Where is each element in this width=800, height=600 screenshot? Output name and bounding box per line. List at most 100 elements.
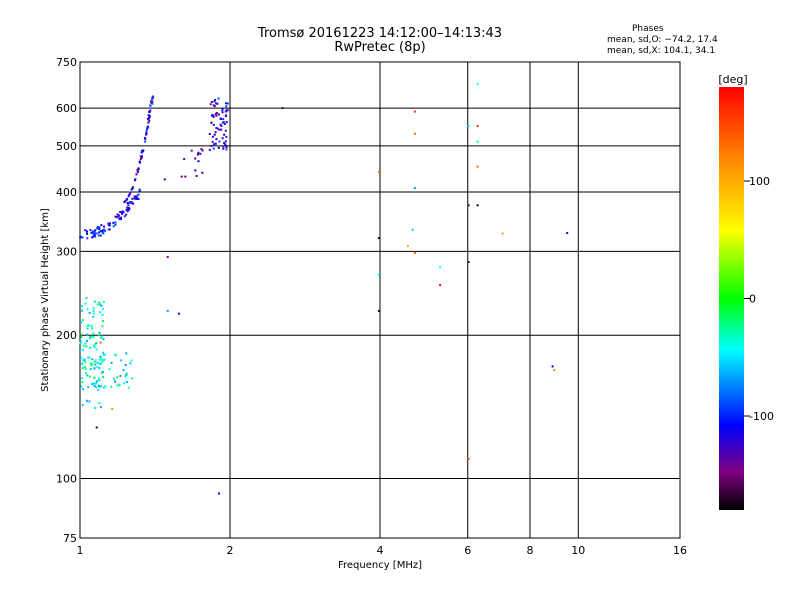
data-point <box>98 332 101 334</box>
data-point <box>213 133 216 136</box>
data-point <box>224 140 227 143</box>
data-point <box>131 188 134 191</box>
data-point <box>222 121 224 124</box>
data-point <box>130 359 133 362</box>
data-point <box>87 386 90 389</box>
data-point <box>117 214 120 217</box>
phase-stats-x-mode: mean, sd,X: 104.1, 34.1 <box>607 46 716 56</box>
data-point <box>221 109 224 112</box>
data-point <box>145 131 148 134</box>
data-point <box>200 148 203 151</box>
data-point <box>100 357 103 360</box>
data-point <box>79 342 82 344</box>
data-point <box>99 311 102 314</box>
data-point <box>98 228 101 231</box>
y-axis-ticks: 75 100 200 300 400 500 600 750 <box>56 56 77 545</box>
data-point <box>163 178 166 181</box>
data-point <box>194 157 197 160</box>
data-point <box>166 256 169 258</box>
data-point <box>148 120 151 122</box>
data-point <box>82 344 85 347</box>
data-point <box>81 367 84 369</box>
data-point <box>99 303 102 306</box>
data-point <box>86 308 89 311</box>
data-point <box>127 208 130 211</box>
data-point <box>86 324 89 327</box>
data-point <box>118 384 121 387</box>
data-point <box>136 170 139 173</box>
data-point <box>125 372 128 375</box>
data-point <box>102 353 105 356</box>
data-point <box>113 377 116 380</box>
data-point <box>129 362 132 365</box>
data-point <box>114 380 116 383</box>
data-point <box>102 320 104 322</box>
data-point <box>80 333 83 336</box>
data-point <box>127 386 130 389</box>
data-point <box>217 97 220 100</box>
data-point <box>123 200 126 203</box>
data-point <box>439 266 442 269</box>
data-point <box>111 408 114 410</box>
data-point <box>226 109 229 112</box>
data-point <box>100 385 103 388</box>
data-point <box>91 327 94 330</box>
data-point <box>148 116 151 119</box>
data-point <box>151 102 154 105</box>
data-point <box>137 193 140 196</box>
data-point <box>225 109 228 112</box>
data-point <box>80 385 83 388</box>
data-point <box>139 158 142 161</box>
data-point <box>95 426 98 429</box>
data-point <box>81 404 84 406</box>
data-point <box>93 376 96 379</box>
data-point <box>101 313 104 316</box>
data-point <box>124 375 127 378</box>
data-point <box>225 121 228 124</box>
data-point <box>123 215 126 218</box>
data-point <box>125 209 128 211</box>
data-point <box>110 361 113 364</box>
data-point <box>223 142 226 145</box>
data-point <box>116 213 119 216</box>
data-point <box>137 167 140 170</box>
data-point <box>225 145 228 147</box>
colorbar-label: [deg] <box>718 73 747 86</box>
y-axis-label: Stationary phase Virtual Height [km] <box>40 208 51 392</box>
data-point <box>79 236 82 239</box>
data-point <box>93 367 96 370</box>
data-point <box>103 228 106 231</box>
x-tick-label: 4 <box>377 544 384 557</box>
data-point <box>225 146 228 149</box>
data-point <box>114 221 117 224</box>
data-point <box>377 171 380 174</box>
data-point <box>104 385 107 388</box>
data-point <box>222 147 225 150</box>
x-tick-label: 16 <box>673 544 687 557</box>
data-point <box>214 113 217 116</box>
data-point <box>218 140 221 143</box>
data-point <box>197 151 200 154</box>
data-point <box>99 355 102 358</box>
data-point <box>125 381 128 383</box>
data-point <box>136 194 139 197</box>
data-point <box>98 226 101 229</box>
data-point <box>224 143 227 146</box>
data-point <box>377 273 380 276</box>
data-point <box>81 381 84 384</box>
data-point <box>81 305 83 307</box>
data-point <box>103 358 106 361</box>
data-point <box>93 360 96 363</box>
data-point <box>86 374 89 377</box>
data-point <box>98 379 101 382</box>
data-point <box>84 342 87 345</box>
data-point <box>134 179 136 182</box>
data-point <box>101 335 104 338</box>
data-point <box>222 145 225 148</box>
data-point <box>467 125 470 128</box>
data-point <box>208 133 211 135</box>
data-point <box>120 211 123 214</box>
data-point <box>112 225 115 228</box>
data-point <box>129 191 132 194</box>
